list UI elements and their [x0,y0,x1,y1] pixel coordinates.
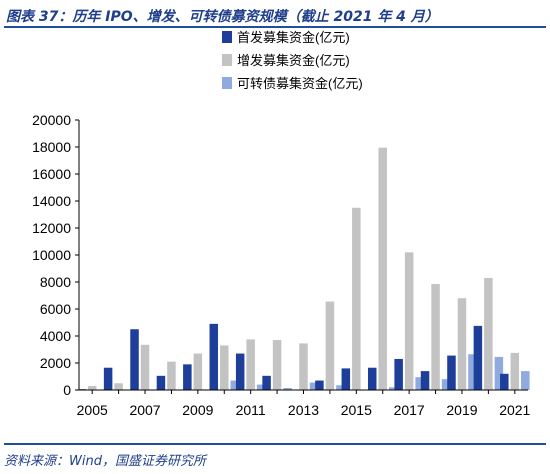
legend-swatch-convertible [222,77,232,89]
bar-convertible-2021 [521,371,530,390]
bar-secondary-2014 [325,301,335,390]
bar-secondary-2015 [352,207,361,390]
bar-ipo-2009 [183,364,192,390]
y-tick-label: 2000 [40,355,71,371]
bar-ipo-2017 [394,358,403,390]
x-axis: 2005 2007 2009 2011 2013 2015 2017 2019 2021 [77,389,531,418]
bar-secondary-2005 [87,385,97,390]
bar-secondary-2013 [299,343,308,390]
y-tick-label: 4000 [40,328,71,344]
bar-secondary-2006 [114,383,123,390]
y-tick-label: 12000 [32,220,71,236]
bar-ipo-2012 [262,375,271,390]
legend-swatch-ipo [222,31,232,43]
bar-secondary-2008 [167,361,176,390]
bar-convertible-2018 [441,379,451,390]
bar-ipo-2010 [209,323,219,390]
x-tick-label: 2017 [394,402,425,418]
x-tick-label: 2009 [182,402,213,418]
bar-secondary-2009 [193,353,203,390]
y-tick-label: 16000 [32,166,71,182]
legend-swatch-secondary [222,54,232,66]
x-tick-label: 2011 [236,402,266,418]
bar-ipo-2021 [500,373,509,390]
figure-title: 图表 37：历年 IPO、增发、可转债募资规模（截止 2021 年 4 月） [6,9,439,25]
bar-ipo-2014 [315,380,324,390]
legend-label-convertible: 可转债募集资金(亿元) [237,76,363,91]
bar-convertible-2016 [388,387,398,390]
bar-secondary-2017 [404,252,414,390]
x-tick-label: 2021 [499,402,530,418]
y-tick-label: 6000 [40,301,71,317]
bar-ipo-2015 [341,368,351,390]
bar-convertible-2010 [230,380,240,390]
y-axis: 0 2000 4000 6000 8000 10000 12000 14000 16000 180… [32,112,80,398]
bar-secondary-2011 [246,339,255,390]
x-tick-label: 2015 [341,402,372,418]
legend-label-secondary: 增发募集资金(亿元) [237,53,350,68]
bar-convertible-2019 [468,354,477,390]
source-note: 资料来源：Wind，国盛证券研究所 [4,454,206,469]
bar-ipo-2020 [473,325,483,390]
y-tick-label: 20000 [32,112,71,128]
x-tick-label: 2019 [446,402,477,418]
bar-secondary-2012 [272,340,282,390]
source-divider [4,443,546,445]
y-tick-label: 10000 [32,247,71,263]
bar-secondary-2021 [510,352,520,390]
bar-convertible-2020 [494,356,504,390]
bar-secondary-2018 [431,284,440,390]
bar-convertible-2017 [415,377,424,390]
bar-series [77,147,530,390]
bar-ipo-2006 [103,367,113,390]
bar-convertible-2014 [336,385,345,390]
legend-label-ipo: 首发募集资金(亿元) [237,30,350,45]
bar-ipo-2007 [130,329,139,390]
bar-ipo-2019 [447,355,456,390]
bar-ipo-2008 [156,375,166,390]
title-bar: 图表 37：历年 IPO、增发、可转债募资规模（截止 2021 年 4 月） [4,2,546,28]
x-tick-label: 2005 [77,402,108,418]
x-tick-label: 2007 [129,402,160,418]
y-tick-label: 8000 [40,274,71,290]
bar-ipo-2016 [367,367,377,390]
bar-convertible-2013 [309,382,319,390]
bar-secondary-2020 [484,277,493,390]
bar-secondary-2007 [140,344,150,390]
x-tick-label: 2013 [288,402,319,418]
y-tick-label: 18000 [32,139,71,155]
bar-ipo-2011 [235,353,245,390]
bar-convertible-2012 [283,387,292,390]
bar-convertible-2011 [256,384,266,390]
bar-secondary-2019 [457,298,467,390]
bar-secondary-2016 [378,147,387,390]
bar-ipo-2018 [420,371,430,390]
chart-legend: 首发募集资金(亿元) 增发募集资金(亿元) 可转债募集资金(亿元) [222,30,363,91]
bar-secondary-2010 [220,345,229,390]
y-tick-label: 14000 [32,193,71,209]
y-tick-label: 0 [63,382,71,398]
